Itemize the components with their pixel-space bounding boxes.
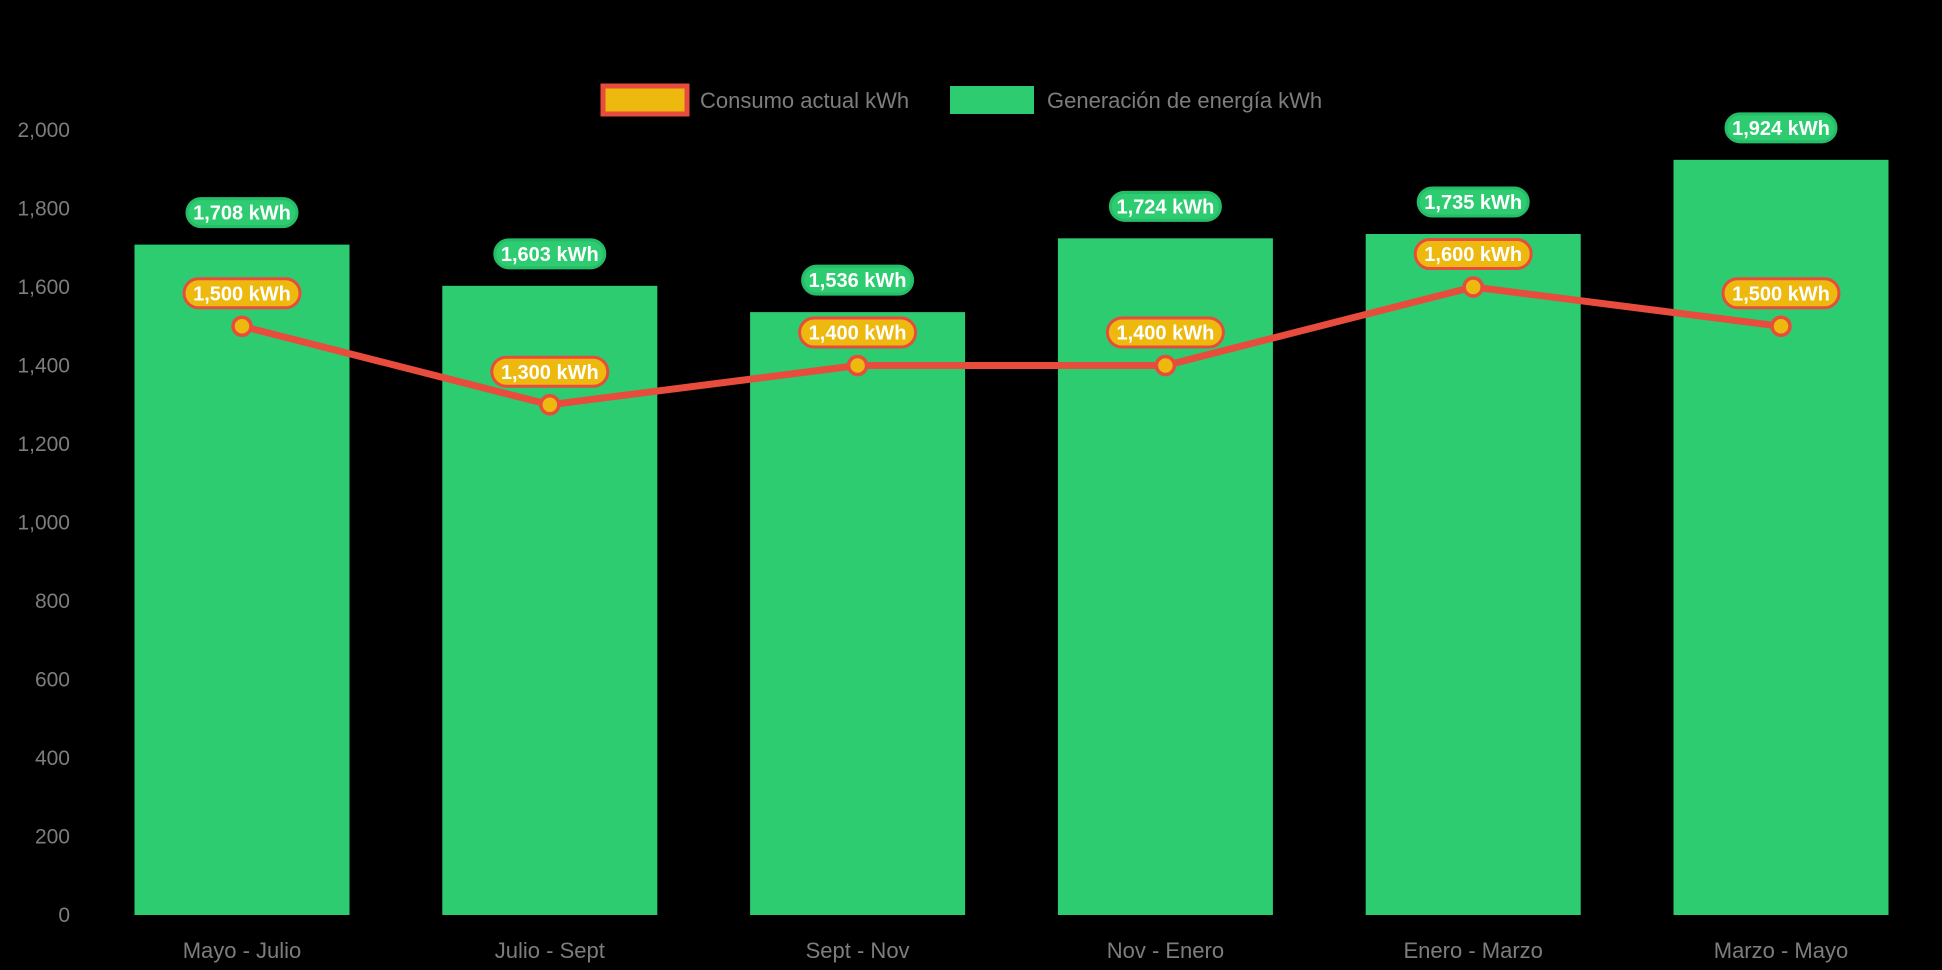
y-axis-tick-label: 1,400 xyxy=(17,355,70,378)
generation-value-label: 1,735 kWh xyxy=(1424,192,1522,214)
generation-bar xyxy=(1365,234,1581,915)
y-axis-tick-label: 200 xyxy=(35,826,70,849)
generation-bar xyxy=(1673,159,1889,915)
x-axis-label: Nov - Enero xyxy=(1107,938,1224,963)
generation-value-label: 1,536 kWh xyxy=(809,270,907,292)
generation-value-label: 1,724 kWh xyxy=(1116,196,1214,218)
generation-bar xyxy=(750,312,966,915)
consumption-value-pill xyxy=(1413,238,1533,270)
consumption-value-pill xyxy=(798,316,918,349)
consumption-point xyxy=(1154,354,1177,377)
generation-value-pill xyxy=(1108,190,1222,222)
y-axis-tick-label: 0 xyxy=(58,904,70,927)
consumption-point xyxy=(1770,315,1792,337)
y-axis-tick-label: 1,000 xyxy=(17,512,70,535)
y-axis-tick-label: 1,600 xyxy=(17,276,70,299)
legend-swatch-generacion[interactable] xyxy=(950,86,1034,114)
generation-value-label: 1,603 kWh xyxy=(501,244,599,266)
consumption-value-pill xyxy=(490,355,610,388)
consumption-point xyxy=(539,394,561,416)
generation-value-pill xyxy=(185,197,299,229)
y-axis-tick-label: 800 xyxy=(35,590,70,613)
consumption-value-pill xyxy=(1105,316,1225,349)
generation-value-label: 1,708 kWh xyxy=(193,203,291,225)
consumption-value-pill xyxy=(1721,277,1841,310)
consumption-value-pill xyxy=(182,277,302,310)
y-axis-tick-label: 400 xyxy=(35,747,70,770)
generation-value-pill xyxy=(1724,112,1838,144)
generation-value-label: 1,924 kWh xyxy=(1732,118,1830,140)
generation-bar xyxy=(1057,238,1273,915)
consumption-line xyxy=(238,283,1785,409)
generation-value-pill xyxy=(493,238,607,270)
x-axis-label: Enero - Marzo xyxy=(1404,938,1543,963)
generation-value-pill xyxy=(1416,186,1530,218)
consumption-value-label: 1,400 kWh xyxy=(1116,323,1214,345)
consumption-point xyxy=(846,354,869,377)
x-axis-label: Julio - Sept xyxy=(495,938,605,963)
x-axis-label: Mayo - Julio xyxy=(183,938,302,963)
consumption-value-label: 1,400 kWh xyxy=(809,323,907,345)
consumption-value-label: 1,600 kWh xyxy=(1424,244,1522,266)
legend-label-generacion[interactable]: Generación de energía kWh xyxy=(1047,88,1322,113)
consumption-point xyxy=(231,315,253,337)
generation-bar xyxy=(134,244,350,916)
generation-bar xyxy=(442,285,658,915)
consumption-value-label: 1,500 kWh xyxy=(193,283,291,305)
consumption-value-label: 1,500 kWh xyxy=(1732,283,1830,305)
y-axis-tick-label: 2,000 xyxy=(17,119,70,142)
y-axis-tick-label: 1,200 xyxy=(17,433,70,456)
y-axis-tick-label: 1,800 xyxy=(17,198,70,221)
x-axis-label: Marzo - Mayo xyxy=(1714,938,1848,963)
legend-label-consumo[interactable]: Consumo actual kWh xyxy=(700,88,909,113)
legend-swatch-consumo[interactable] xyxy=(600,83,690,117)
x-axis-label: Sept - Nov xyxy=(806,938,910,963)
y-axis-tick-label: 600 xyxy=(35,669,70,692)
generation-value-pill xyxy=(801,264,915,296)
consumption-value-label: 1,300 kWh xyxy=(501,362,599,384)
consumption-point xyxy=(1462,276,1484,298)
